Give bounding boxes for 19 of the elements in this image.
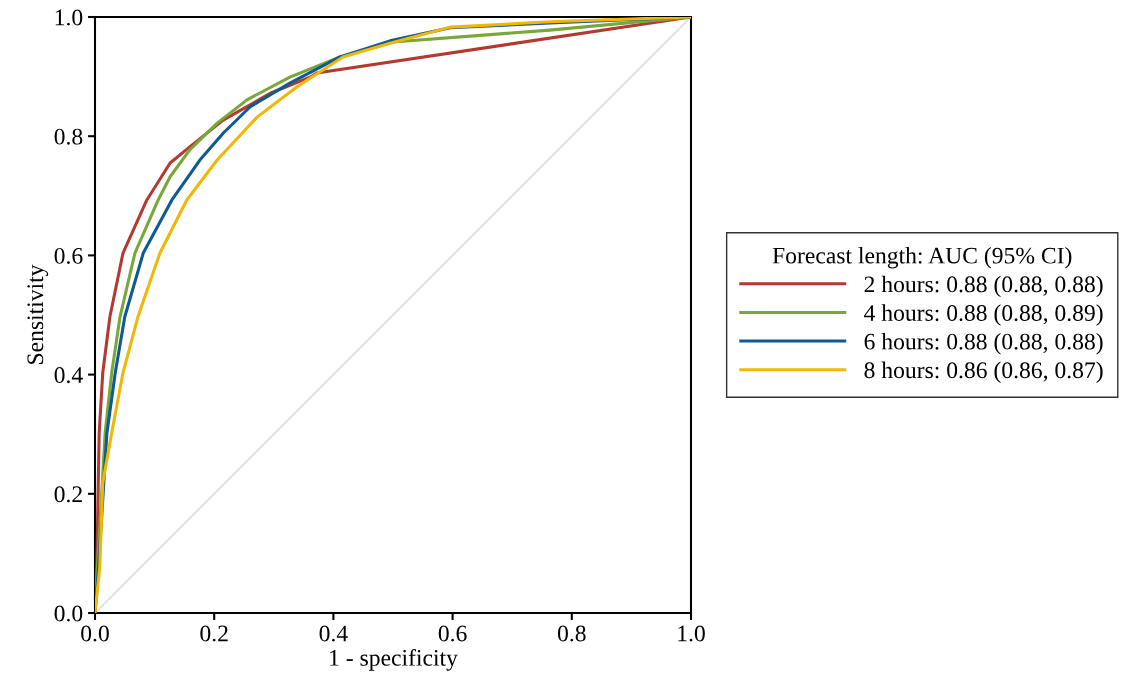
legend-title: Forecast length: AUC (95% CI) — [772, 246, 1072, 269]
x-tick-label: 0.0 — [81, 625, 109, 642]
x-tick-label: 0.8 — [557, 625, 586, 642]
y-tick-label: 0.2 — [54, 486, 82, 503]
legend-label: 4 hours: 0.88 (0.88, 0.89) — [864, 304, 1103, 326]
x-tick-label: 0.6 — [438, 625, 467, 642]
legend-label: 2 hours: 0.88 (0.88, 0.88) — [864, 275, 1103, 298]
x-tick-label: 1.0 — [678, 625, 705, 642]
y-tick-label: 0.8 — [54, 128, 83, 145]
legend-label: 6 hours: 0.88 (0.88, 0.88) — [864, 332, 1103, 355]
y-tick-label: 0.0 — [54, 605, 83, 622]
y-axis-title: Sensitivity — [27, 264, 49, 364]
legend-label: 8 hours: 0.86 (0.86, 0.87) — [864, 361, 1103, 384]
x-tick-label: 0.2 — [200, 625, 228, 642]
y-tick-label: 0.4 — [54, 367, 83, 384]
y-tick-label: 0.6 — [54, 247, 83, 264]
x-tick-label: 0.4 — [319, 625, 348, 642]
x-axis-title: 1 - specificity — [330, 649, 458, 671]
y-tick-label: 1.0 — [55, 9, 83, 26]
